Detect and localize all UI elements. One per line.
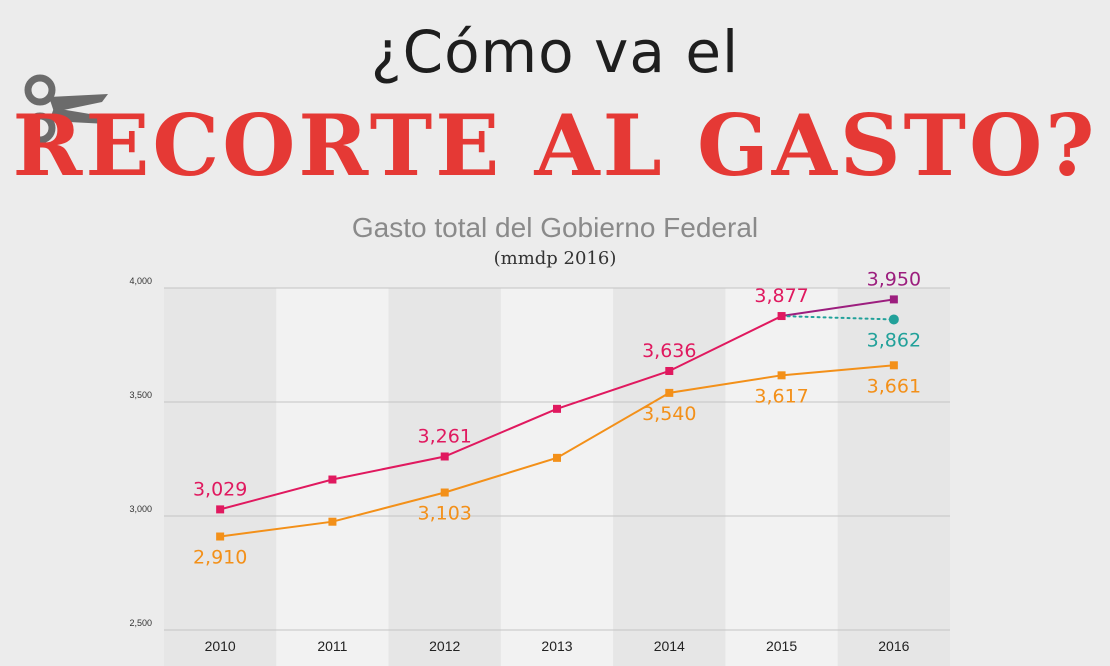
y-tick-label: 2,500 bbox=[129, 618, 152, 628]
column-band bbox=[388, 288, 501, 666]
x-tick-label: 2016 bbox=[878, 638, 909, 654]
column-band bbox=[725, 288, 838, 666]
x-tick-label: 2015 bbox=[766, 638, 797, 654]
data-label: 3,029 bbox=[193, 478, 247, 500]
scissors-icon bbox=[20, 72, 112, 158]
series-line bbox=[780, 315, 895, 321]
x-tick-label: 2013 bbox=[541, 638, 572, 654]
series-line bbox=[781, 298, 895, 318]
data-point bbox=[888, 314, 899, 325]
column-band bbox=[500, 288, 614, 666]
data-label: 3,661 bbox=[867, 375, 921, 397]
data-label: 3,950 bbox=[867, 268, 921, 290]
data-point bbox=[889, 361, 898, 370]
x-tick-label: 2012 bbox=[429, 638, 460, 654]
data-point bbox=[440, 452, 449, 461]
data-point bbox=[553, 453, 561, 462]
data-point bbox=[889, 295, 898, 304]
data-point bbox=[553, 404, 561, 413]
data-point bbox=[440, 488, 449, 497]
data-label: 3,617 bbox=[754, 385, 808, 407]
y-tick-label: 3,500 bbox=[129, 390, 152, 400]
data-label: 3,877 bbox=[754, 285, 808, 307]
y-tick-label: 3,000 bbox=[129, 504, 152, 514]
data-point bbox=[777, 312, 786, 321]
data-point bbox=[777, 371, 786, 380]
x-tick-label: 2011 bbox=[317, 638, 347, 654]
data-label: 3,103 bbox=[418, 503, 472, 525]
x-tick-label: 2014 bbox=[654, 638, 685, 654]
y-tick-label: 4,000 bbox=[129, 276, 152, 286]
data-label: 2,910 bbox=[193, 547, 247, 569]
column-band bbox=[164, 288, 277, 666]
data-label: 3,636 bbox=[642, 340, 696, 362]
data-label: 3,261 bbox=[418, 425, 472, 447]
data-point bbox=[665, 366, 674, 375]
column-band bbox=[837, 288, 950, 666]
question-title: ¿Cómo va el bbox=[370, 18, 740, 86]
series-line bbox=[219, 315, 783, 511]
data-label: 3,540 bbox=[642, 403, 696, 425]
data-point bbox=[216, 505, 225, 514]
chart-title: Gasto total del Gobierno Federal bbox=[351, 212, 759, 243]
data-point bbox=[328, 517, 337, 526]
x-tick-label: 2010 bbox=[205, 638, 236, 654]
chart-subtitle: (mmdp 2016) bbox=[493, 248, 617, 269]
column-band bbox=[613, 288, 726, 666]
headline-title: RECORTE AL GASTO? bbox=[12, 96, 1098, 195]
data-label: 3,862 bbox=[867, 329, 921, 351]
data-point bbox=[328, 475, 337, 484]
data-point bbox=[216, 532, 225, 541]
data-point bbox=[665, 388, 674, 397]
